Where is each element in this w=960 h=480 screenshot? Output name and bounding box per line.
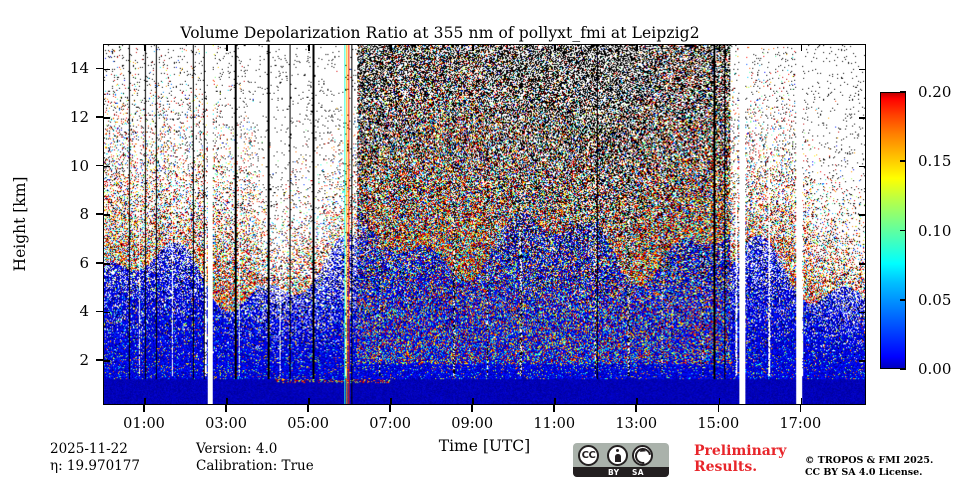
colorbar-tick-mark [900, 298, 906, 301]
x-axis-label: Time [UTC] [438, 437, 531, 455]
cc-badge-bottom [573, 467, 669, 477]
x-tick-mark-top [308, 45, 310, 51]
copyright-line-2: CC BY SA 4.0 License. [805, 467, 923, 478]
x-tick-mark-top [800, 45, 803, 51]
x-tick-label: 11:00 [533, 416, 576, 432]
y-tick-mark-outer [96, 213, 103, 215]
x-tick-mark-outer [799, 405, 802, 412]
y-tick-mark-right [859, 214, 865, 216]
copyright-notice: © TROPOS & FMI 2025. CC BY SA 4.0 Licens… [805, 455, 933, 479]
y-tick-mark [104, 165, 110, 168]
y-tick-mark [104, 262, 110, 265]
x-tick-mark-top [144, 45, 146, 51]
y-tick-mark-outer [96, 359, 103, 361]
plot-area[interactable] [103, 44, 866, 405]
y-tick-mark-outer [96, 116, 103, 118]
footer-eta-value: η: 19.970177 [50, 458, 140, 474]
y-tick-mark-outer [96, 310, 103, 313]
y-tick-mark-right [859, 68, 865, 71]
y-tick-mark-right [859, 165, 865, 168]
page-title: Volume Depolarization Ratio at 355 nm of… [180, 24, 700, 42]
x-tick-mark [308, 398, 310, 404]
y-tick-mark-right [859, 311, 865, 314]
y-tick-mark [104, 360, 110, 362]
footer-calibration: Calibration: True [196, 458, 314, 474]
x-tick-label: 07:00 [369, 416, 412, 432]
x-tick-mark [800, 398, 803, 404]
x-tick-mark [226, 398, 228, 404]
cc-sa-label: SA [632, 468, 644, 477]
x-tick-mark [144, 398, 146, 404]
y-axis-label: Height [km] [11, 176, 29, 272]
colorbar-tick-mark [900, 160, 906, 163]
x-tick-mark [554, 398, 557, 404]
y-tick-label: 14 [69, 59, 89, 78]
colorbar-tick-label: 0.05 [918, 290, 952, 309]
cc-sharealike-icon [631, 444, 654, 467]
x-tick-label: 03:00 [205, 416, 247, 432]
x-tick-label: 01:00 [123, 416, 165, 432]
x-tick-mark [636, 398, 639, 404]
x-tick-mark-top [390, 45, 392, 51]
heatmap-canvas [104, 45, 865, 404]
y-tick-mark [104, 68, 110, 71]
y-tick-label: 4 [79, 302, 89, 321]
x-tick-label: 09:00 [451, 416, 494, 432]
x-tick-mark-top [636, 45, 639, 51]
x-tick-label: 15:00 [697, 416, 740, 432]
x-tick-mark-top [226, 45, 228, 51]
x-tick-label: 13:00 [615, 416, 658, 432]
cc-badge-top: CC [573, 443, 669, 467]
colorbar-tick-label: 0.15 [918, 152, 952, 171]
colorbar-tick-label: 0.10 [918, 221, 952, 240]
person-icon [612, 449, 623, 462]
y-tick-mark [104, 117, 110, 119]
y-tick-mark-right [859, 117, 865, 119]
x-tick-mark-top [554, 45, 557, 51]
y-tick-label: 8 [79, 205, 89, 224]
y-tick-label: 2 [79, 351, 89, 370]
x-tick-mark-outer [635, 405, 638, 412]
y-tick-label: 12 [69, 107, 89, 126]
y-tick-mark-outer [96, 261, 103, 264]
x-tick-mark [390, 398, 392, 404]
x-tick-mark-top [472, 45, 474, 51]
y-tick-label: 10 [69, 156, 89, 175]
colorbar-tick-label: 0.20 [918, 83, 952, 101]
x-tick-label: 17:00 [779, 416, 822, 432]
x-tick-mark-outer [143, 405, 145, 412]
x-tick-mark [718, 398, 721, 404]
y-tick-mark [104, 214, 110, 216]
y-tick-mark-right [859, 360, 865, 362]
y-tick-mark-outer [96, 67, 103, 70]
colorbar[interactable]: 0.00 0.05 0.10 0.15 0.20 [880, 83, 951, 378]
x-tick-mark-outer [307, 405, 309, 412]
y-tick-label: 6 [79, 253, 89, 272]
footer-date: 2025-11-22 [50, 441, 128, 457]
x-tick-mark [472, 398, 474, 404]
x-tick-mark-outer [389, 405, 391, 412]
colorbar-tick-mark [900, 91, 906, 93]
preliminary-results-notice: Preliminary Results. [694, 443, 787, 475]
footer-version: Version: 4.0 [196, 441, 278, 457]
y-tick-mark-outer [96, 164, 103, 167]
colorbar-tick-label: 0.00 [918, 360, 952, 378]
x-tick-mark-top [718, 45, 721, 51]
cc-logo-icon: CC [578, 445, 599, 466]
x-tick-label: 05:00 [287, 416, 329, 432]
copyright-line-1: © TROPOS & FMI 2025. [805, 455, 934, 466]
cc-by-label: BY [608, 468, 620, 477]
y-tick-mark-right [859, 262, 865, 265]
x-tick-mark-outer [225, 405, 227, 412]
share-arrow-icon [631, 444, 654, 467]
cc-by-sa-badge-icon[interactable]: CC BY SA [573, 443, 669, 477]
x-tick-mark-outer [471, 405, 473, 412]
x-tick-mark-outer [553, 405, 556, 412]
colorbar-tick-mark [900, 368, 906, 370]
y-tick-mark [104, 311, 110, 314]
x-tick-mark-outer [717, 405, 720, 412]
cc-attribution-person-icon [607, 445, 628, 466]
colorbar-tick-mark [900, 229, 906, 232]
